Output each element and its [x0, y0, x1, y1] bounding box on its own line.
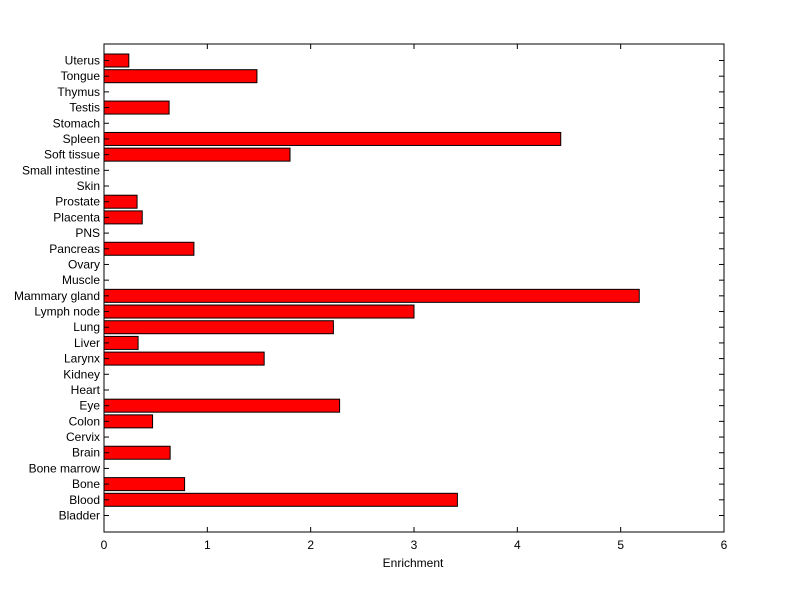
y-tick-label: Ovary — [68, 257, 100, 271]
y-tick-label: Spleen — [63, 132, 100, 146]
bar-soft-tissue — [103, 147, 291, 162]
bar-pancreas — [103, 241, 195, 256]
bar-tongue — [103, 69, 258, 84]
y-tick-label: Larynx — [64, 352, 100, 366]
y-tick-label: Blood — [69, 493, 100, 507]
y-tick-label: Testis — [69, 101, 100, 115]
x-tick-label: 3 — [411, 538, 418, 552]
x-ticks-group: 0 1 2 3 4 5 6 — [101, 44, 728, 552]
y-tick-label: PNS — [75, 226, 100, 240]
bar-larynx — [103, 351, 265, 366]
y-tick-label: Stomach — [53, 116, 100, 130]
x-axis-label: Enrichment — [383, 556, 444, 570]
y-tick-label: Bladder — [59, 509, 100, 523]
bar-brain — [103, 445, 171, 460]
x-tick-label: 0 — [101, 538, 108, 552]
y-tick-label: Placenta — [53, 210, 100, 224]
y-tick-label: Cervix — [66, 430, 100, 444]
y-tick-label: Eye — [79, 399, 100, 413]
y-tick-label: Mammary gland — [14, 289, 100, 303]
y-tick-label: Bone — [72, 477, 100, 491]
y-tick-label: Soft tissue — [44, 148, 100, 162]
bar-blood — [103, 492, 458, 507]
y-tick-label: Pancreas — [49, 242, 100, 256]
bar-colon — [103, 414, 154, 429]
y-tick-label: Skin — [77, 179, 100, 193]
y-tick-label: Prostate — [55, 195, 100, 209]
y-tick-label: Liver — [74, 336, 100, 350]
bar-placenta — [103, 210, 143, 225]
bar-lung — [103, 320, 334, 335]
x-tick-label: 5 — [617, 538, 624, 552]
y-tick-label: Muscle — [62, 273, 100, 287]
bar-spleen — [103, 131, 562, 146]
x-tick-label: 6 — [721, 538, 728, 552]
y-tick-label: Bone marrow — [29, 461, 101, 475]
bar-eye — [103, 398, 341, 413]
bar-lymph-node — [103, 304, 415, 319]
x-tick-label: 2 — [307, 538, 314, 552]
axes-frame — [103, 43, 725, 533]
bars-group — [103, 53, 640, 507]
bar-testis — [103, 100, 170, 115]
y-tick-label: Uterus — [65, 54, 100, 68]
y-tick-label: Small intestine — [22, 163, 100, 177]
y-tick-label: Lymph node — [34, 305, 100, 319]
bar-mammary-gland — [103, 288, 640, 303]
bar-liver — [103, 335, 139, 350]
y-tick-label: Tongue — [61, 69, 101, 83]
y-tick-label: Thymus — [57, 85, 100, 99]
y-tick-label: Brain — [72, 446, 100, 460]
y-tick-label: Colon — [69, 414, 100, 428]
y-tick-label: Kidney — [63, 367, 100, 381]
bar-bone — [103, 477, 186, 492]
y-tick-label: Lung — [73, 320, 100, 334]
y-tick-label: Heart — [71, 383, 101, 397]
x-tick-label: 4 — [514, 538, 521, 552]
x-tick-label: 1 — [204, 538, 211, 552]
